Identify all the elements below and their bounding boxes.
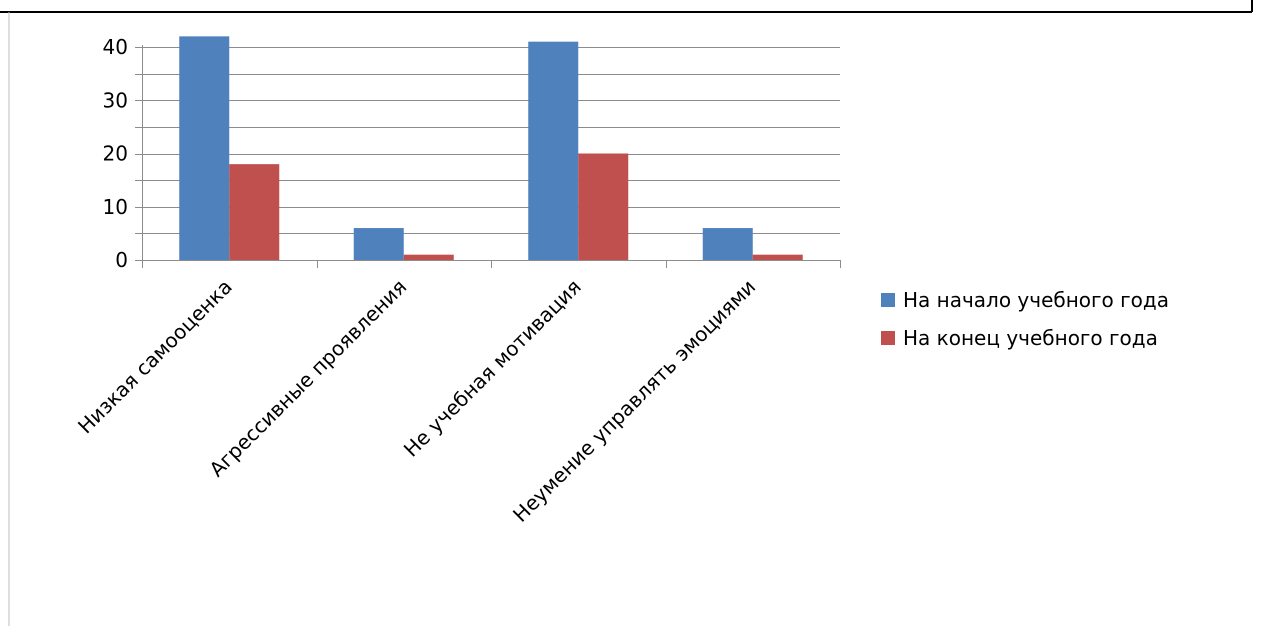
y-tick-label: 10 — [103, 195, 128, 219]
y-tick-labels: 0 10 20 30 40 — [103, 35, 128, 272]
legend-swatch — [881, 331, 895, 345]
y-tick-label: 0 — [115, 248, 128, 272]
legend: На начало учебного года На конец учебного… — [881, 288, 1169, 350]
bar-2-4 — [753, 255, 803, 260]
y-tick-label: 20 — [103, 142, 128, 166]
legend-label: На конец учебного года — [903, 326, 1158, 350]
legend-swatch — [881, 293, 895, 307]
top-table-border — [0, 0, 1252, 12]
bar-1-1 — [179, 36, 229, 260]
bar-1-4 — [703, 228, 753, 260]
category-label: Низкая самооценка — [73, 275, 237, 439]
bar-2-1 — [229, 164, 279, 260]
bar-1-3 — [528, 42, 578, 260]
bar-1-2 — [354, 228, 404, 260]
y-tick-label: 40 — [103, 35, 128, 59]
category-label: Не учебная мотивация — [399, 275, 586, 462]
category-label: Агрессивные проявления — [204, 275, 411, 482]
legend-label: На начало учебного года — [903, 288, 1169, 312]
bars — [179, 36, 803, 260]
bar-2-3 — [578, 154, 628, 261]
y-tick-label: 30 — [103, 88, 128, 112]
bar-2-2 — [404, 255, 454, 260]
